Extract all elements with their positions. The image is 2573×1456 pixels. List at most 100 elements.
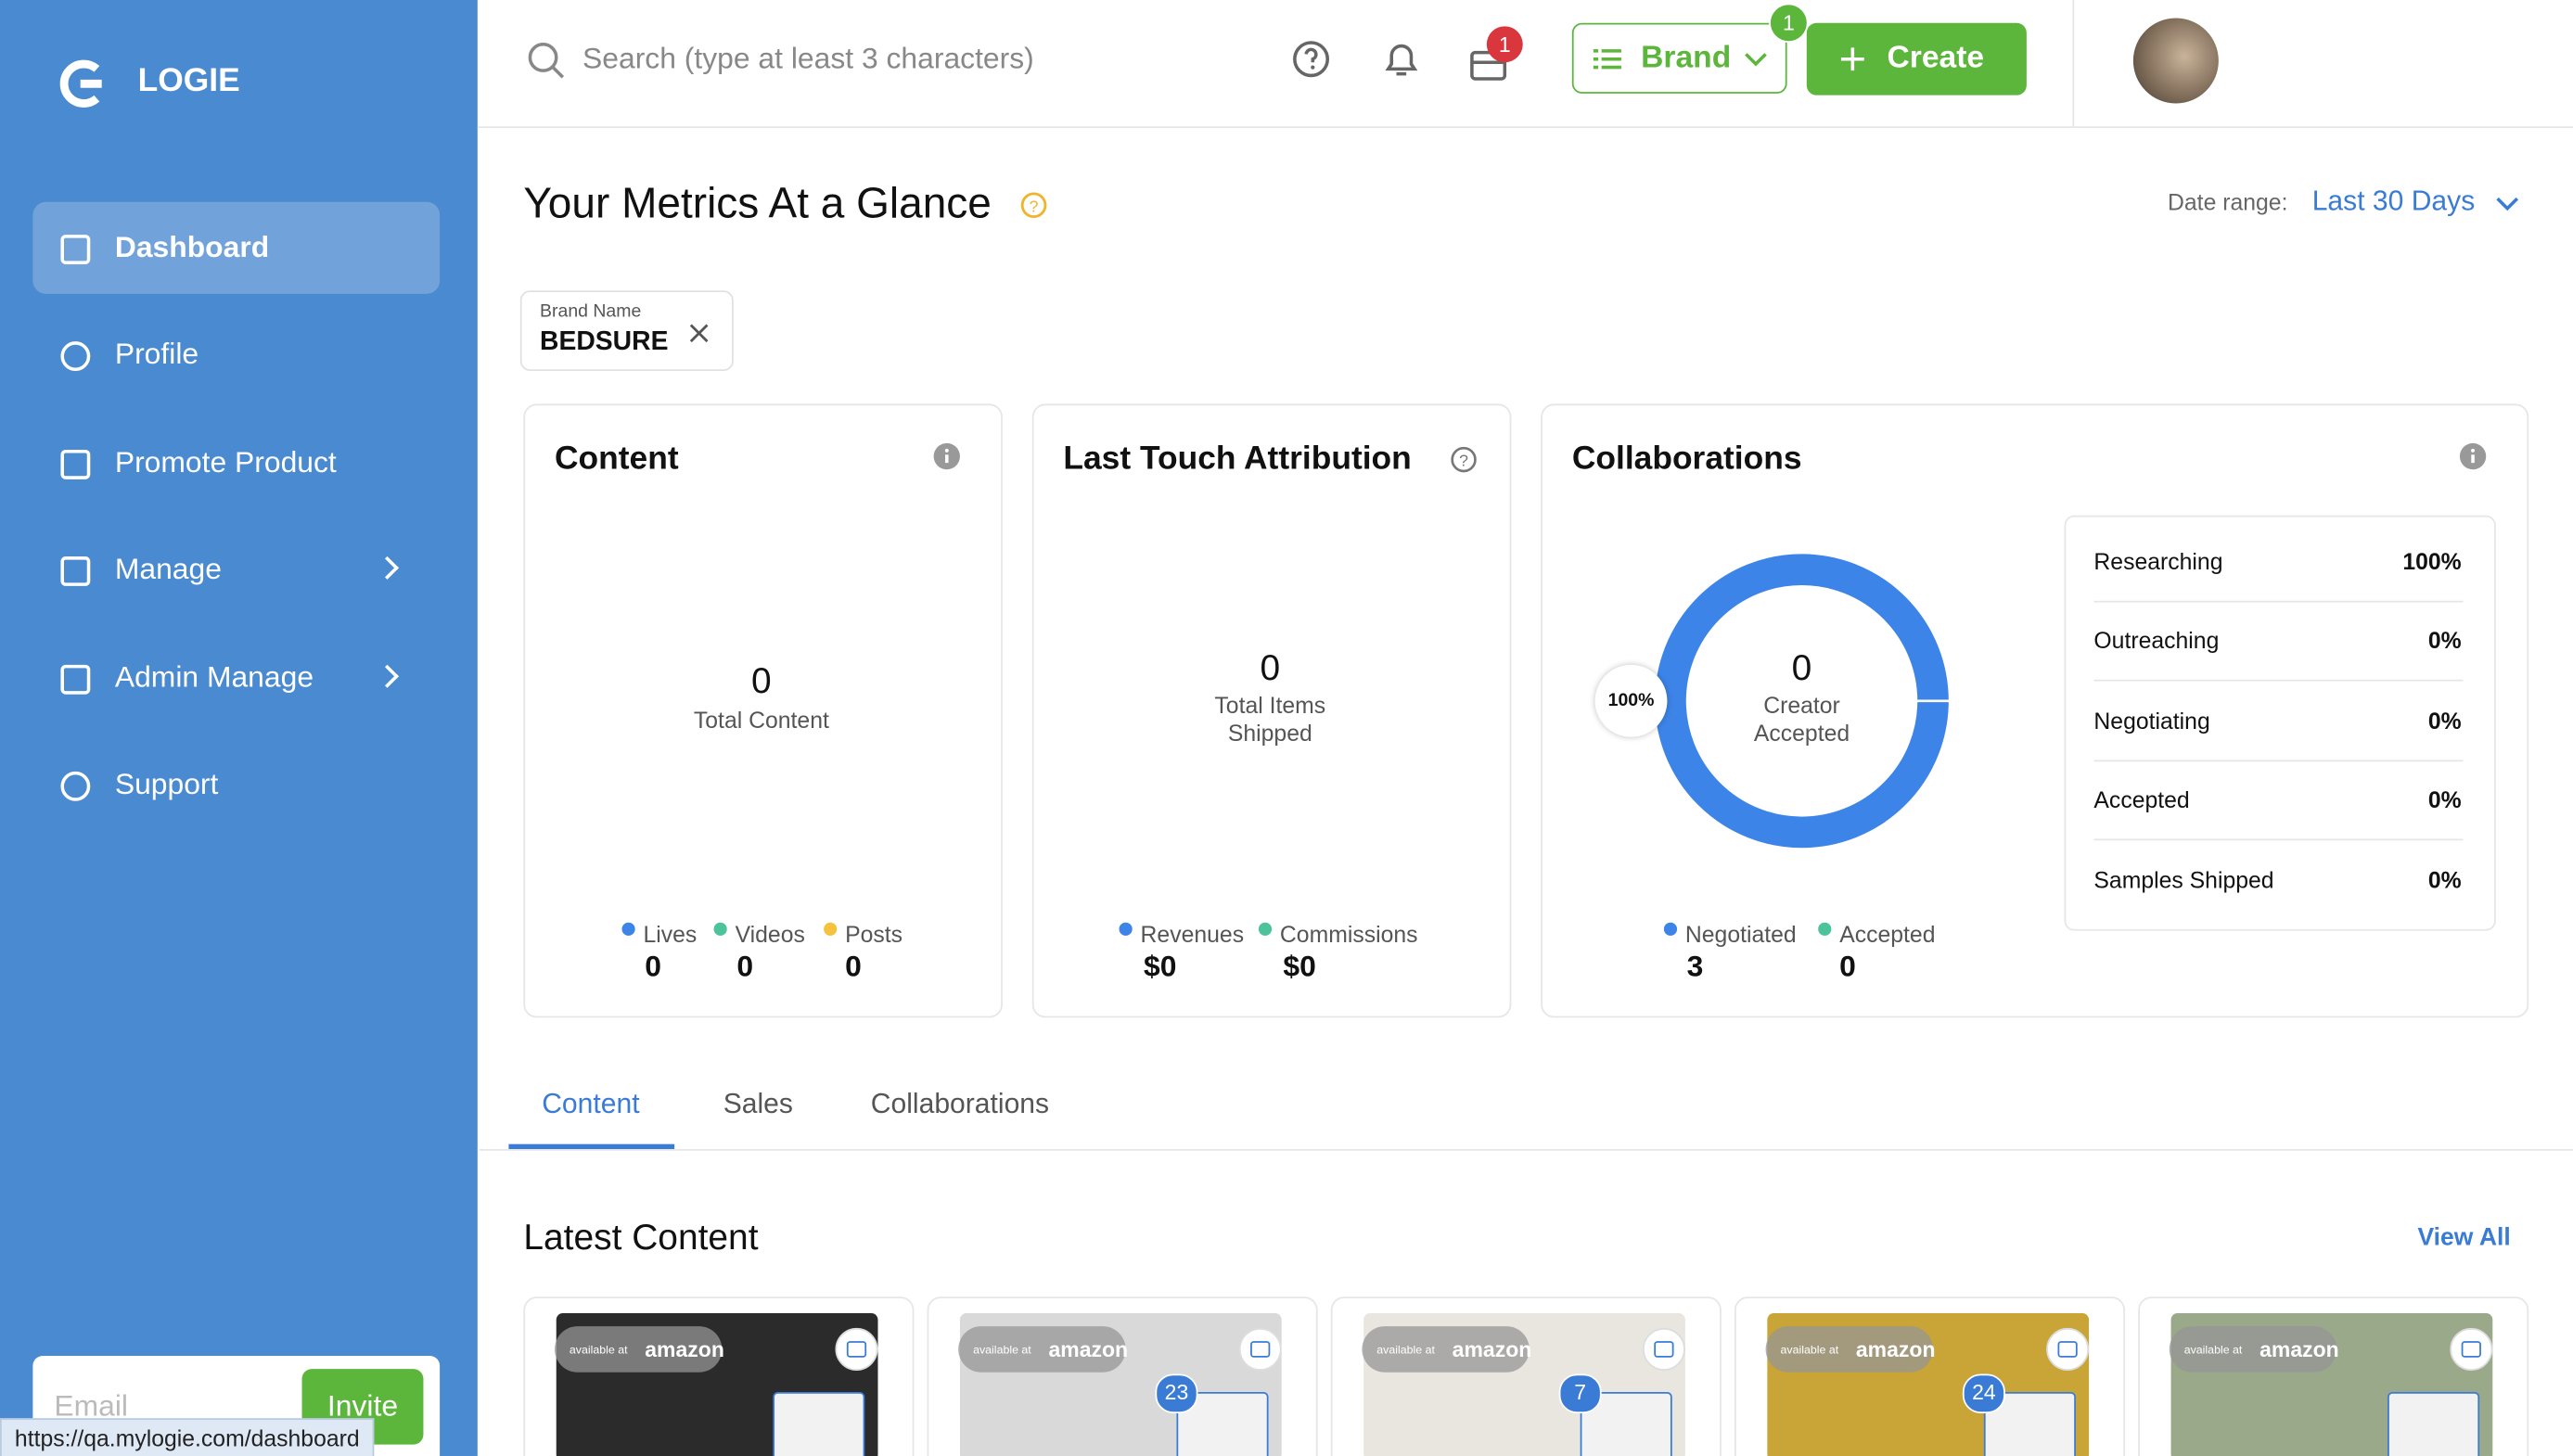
notifications-button[interactable] — [1382, 39, 1421, 82]
store-prefix: available at — [1376, 1345, 1435, 1357]
date-range-label: Date range: — [2168, 188, 2288, 215]
video-icon[interactable] — [2450, 1327, 2493, 1371]
stage-label: Negotiating — [2093, 707, 2210, 734]
count-badge-bg — [1962, 1373, 2005, 1413]
filter-label: Brand Name — [540, 301, 642, 322]
create-label[interactable]: Create — [1887, 41, 1985, 76]
active-nav-bg[interactable] — [32, 201, 441, 294]
legend-value: 0 — [845, 949, 862, 983]
legend-dot — [1258, 922, 1273, 936]
nav-item[interactable]: Support — [114, 767, 219, 800]
legend-dot — [1818, 922, 1832, 936]
legend-dot — [1663, 922, 1678, 936]
stage-value: 0% — [2427, 627, 2462, 654]
tab[interactable]: Content — [542, 1088, 640, 1120]
invite-label[interactable]: Invite — [326, 1389, 399, 1423]
date-chevron — [2496, 197, 2519, 211]
nav-icon — [60, 771, 91, 801]
brand-button[interactable] — [1571, 22, 1787, 94]
count-badge: 24 — [1972, 1379, 1996, 1405]
content-card[interactable] — [1330, 1296, 1722, 1456]
video-glyph — [846, 1341, 867, 1358]
divider — [2072, 0, 2075, 127]
video-glyph — [1250, 1341, 1271, 1358]
topbar — [477, 0, 2573, 129]
stage-label: Accepted — [2093, 785, 2190, 813]
stage-value: 0% — [2427, 785, 2462, 813]
total-label: Total Content — [693, 706, 829, 734]
brand-name: LOGIE — [137, 63, 240, 100]
avatar[interactable] — [2132, 18, 2219, 104]
tab[interactable]: Sales — [723, 1088, 793, 1120]
stage-divider — [2093, 600, 2464, 603]
legend-dot — [1119, 922, 1133, 936]
total-value: 0 — [1791, 646, 1812, 688]
count-badge: 23 — [1164, 1379, 1189, 1405]
legend-label: Revenues — [1140, 920, 1245, 948]
sidebar: LOGIE Email Invite — [0, 0, 478, 1456]
date-range-select[interactable]: Last 30 Days — [2311, 185, 2476, 217]
store-pill — [958, 1326, 1126, 1373]
video-icon[interactable] — [1238, 1327, 1282, 1371]
tab[interactable]: Collaborations — [870, 1088, 1050, 1120]
store-prefix: available at — [2183, 1345, 2243, 1357]
legend-value: 0 — [1839, 949, 1856, 983]
total-label: Shipped — [1227, 720, 1312, 747]
count-badge-bg — [1155, 1373, 1198, 1413]
content-card[interactable] — [927, 1296, 1318, 1456]
total-label: Total Items — [1214, 692, 1326, 719]
product-thumb — [773, 1391, 865, 1456]
help-button[interactable] — [1293, 41, 1332, 80]
donut-label: 100% — [1607, 691, 1655, 711]
info-icon — [933, 442, 960, 470]
svg-text:?: ? — [1030, 197, 1039, 215]
content-card[interactable] — [523, 1296, 915, 1456]
status-url: https://qa.mylogie.com/dashboard — [0, 1418, 375, 1456]
legend-label: Videos — [735, 920, 805, 948]
nav-item[interactable]: Admin Manage — [114, 660, 314, 694]
stage-value: 0% — [2427, 866, 2462, 893]
plus-icon — [1840, 47, 1864, 71]
svg-text:?: ? — [1459, 452, 1468, 470]
product-thumb — [2387, 1391, 2480, 1456]
content-card[interactable] — [2138, 1296, 2529, 1456]
title-help-icon: ? — [1020, 192, 1047, 219]
store-prefix: available at — [569, 1345, 628, 1357]
video-icon[interactable] — [1642, 1327, 1685, 1371]
search-input[interactable]: Search (type at least 3 characters) — [582, 42, 1034, 75]
filter-chip — [519, 290, 734, 372]
video-glyph — [2057, 1341, 2078, 1358]
nav-item[interactable]: Manage — [114, 552, 222, 586]
video-icon[interactable] — [835, 1327, 878, 1371]
filter-remove[interactable] — [689, 324, 709, 343]
legend-value: 0 — [645, 949, 661, 983]
cart-badge-bg — [1486, 26, 1523, 63]
nav-item[interactable]: Promote Product — [114, 445, 337, 479]
content-card — [523, 403, 1003, 1018]
email-input[interactable]: Email — [54, 1389, 129, 1423]
donut — [1655, 554, 1953, 849]
count-badge-bg — [1558, 1373, 1602, 1413]
content-card[interactable] — [1734, 1296, 2126, 1456]
total-label: Creator — [1763, 692, 1840, 719]
attribution-card — [1031, 403, 1512, 1018]
nav-icon — [60, 449, 91, 479]
legend-value: $0 — [1144, 949, 1177, 983]
list-icon — [1593, 49, 1621, 70]
nav-item[interactable]: Dashboard — [114, 230, 270, 264]
card-title: Last Touch Attribution — [1063, 441, 1412, 478]
legend-dot — [824, 922, 838, 936]
nav-icon — [60, 556, 91, 586]
nav-item[interactable]: Profile — [114, 337, 199, 371]
search-icon — [528, 43, 565, 79]
stage-value: 0% — [2427, 707, 2462, 734]
legend-label: Posts — [845, 920, 903, 948]
video-icon[interactable] — [2046, 1327, 2090, 1371]
view-all-link[interactable]: View All — [2417, 1223, 2511, 1252]
legend-value: $0 — [1283, 949, 1316, 983]
store-name: amazon — [1452, 1336, 1532, 1362]
brand-label[interactable]: Brand — [1641, 41, 1732, 76]
stages-table — [2064, 515, 2496, 931]
store-name: amazon — [2259, 1336, 2339, 1362]
video-glyph — [1654, 1341, 1674, 1358]
